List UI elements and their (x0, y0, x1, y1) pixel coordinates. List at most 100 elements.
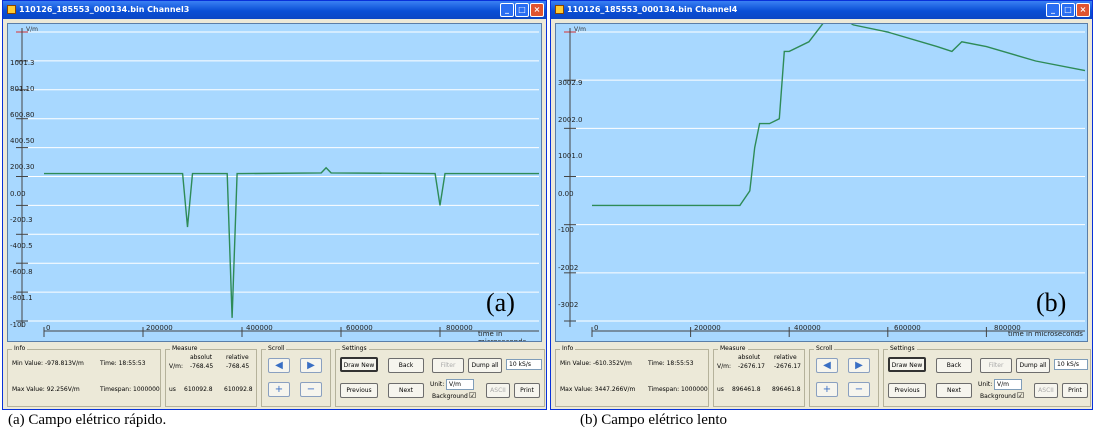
y-tick-label: -2002 (558, 264, 579, 272)
info-group: Info Min Value: -978.813V/m Time: 18:55:… (7, 345, 161, 407)
y-tick-label: 400.50 (10, 137, 35, 145)
y-tick-label: 0.00 (558, 190, 574, 198)
info-title: Info (12, 345, 28, 352)
scroll-right-arrow-icon[interactable]: ▶ (300, 358, 322, 373)
checkbox-checked-icon[interactable]: ☑ (1017, 391, 1025, 400)
dump-all-button[interactable]: Dump all (1016, 358, 1050, 373)
back-button[interactable]: Back (388, 358, 424, 373)
rate-select[interactable]: 10 kS/s (1054, 359, 1088, 370)
panel-label: (b) (1036, 288, 1067, 317)
previous-button[interactable]: Previous (340, 383, 378, 398)
settings-title: Settings (888, 345, 917, 352)
us-relative: 610092.8 (224, 386, 253, 393)
us-label: us (169, 386, 176, 393)
y-tick-label: -600.8 (10, 268, 33, 276)
unit-input[interactable]: V/m (446, 379, 474, 390)
maximize-button[interactable]: □ (1061, 3, 1075, 17)
vm-relative: -768.45 (226, 363, 250, 370)
zoom-out-minus-icon[interactable]: − (848, 382, 870, 397)
scroll-left-arrow-icon[interactable]: ◀ (268, 358, 290, 373)
x-axis-caption: time in microseconds (1008, 330, 1083, 338)
minimize-button[interactable]: _ (500, 3, 514, 17)
vm-absolute: -768.45 (190, 363, 214, 370)
background-checkbox-label: Background (432, 393, 468, 400)
titlebar: 110126_185553_000134.bin Channel4 _ □ × (551, 1, 1092, 19)
signal-trace (44, 166, 539, 318)
time-value: Time: 18:55:53 (100, 360, 146, 367)
x-tick-label: 400000 (246, 324, 273, 332)
info-group: Info Min Value: -610.352V/m Time: 18:55:… (555, 345, 709, 407)
y-tick-label: -3002 (558, 301, 579, 309)
control-panel: Info Min Value: -978.813V/m Time: 18:55:… (3, 345, 546, 409)
back-button[interactable]: Back (936, 358, 972, 373)
ascii-button[interactable]: ASCII (1034, 383, 1058, 398)
y-tick-label: 200.30 (10, 163, 35, 171)
dump-all-button[interactable]: Dump all (468, 358, 502, 373)
measure-group: Measure absolut relative V/m: -2676.17 -… (713, 345, 805, 407)
zoom-out-minus-icon[interactable]: − (300, 382, 322, 397)
minimize-button[interactable]: _ (1046, 3, 1060, 17)
next-button[interactable]: Next (936, 383, 972, 398)
close-button[interactable]: × (1076, 3, 1090, 17)
draw-new-button[interactable]: Draw New (340, 357, 378, 372)
control-panel: Info Min Value: -610.352V/m Time: 18:55:… (551, 345, 1092, 409)
print-button[interactable]: Print (1062, 383, 1088, 398)
us-absolute: 896461.8 (732, 386, 761, 393)
rate-select[interactable]: 10 kS/s (506, 359, 542, 370)
unit-label: Unit: (430, 381, 445, 388)
x-tick-label: 0 (46, 324, 51, 332)
x-tick-label: 800000 (446, 324, 473, 332)
window-channel3: 110126_185553_000134.bin Channel3 _ □ × … (2, 0, 547, 410)
absolut-header: absolut (738, 354, 761, 361)
previous-button[interactable]: Previous (888, 383, 926, 398)
time-value: Time: 18:55:53 (648, 360, 694, 367)
app-icon (555, 5, 564, 14)
zoom-in-plus-icon[interactable]: + (816, 382, 838, 397)
y-tick-label: 3002.9 (558, 79, 583, 87)
signal-trace (592, 24, 1086, 207)
x-tick-label: 200000 (694, 324, 721, 332)
window-channel4: 110126_185553_000134.bin Channel4 _ □ × … (550, 0, 1093, 410)
scroll-right-arrow-icon[interactable]: ▶ (848, 358, 870, 373)
print-button[interactable]: Print (514, 383, 540, 398)
y-tick-label: 801.10 (10, 85, 35, 93)
measure-group: Measure absolut relative V/m: -768.45 -7… (165, 345, 257, 407)
y-tick-label: 0.00 (10, 190, 26, 198)
ascii-button[interactable]: ASCII (486, 383, 510, 398)
plot-area[interactable]: V/m 3002.9 2002.0 1001.0 0.00 -100 -2002… (555, 23, 1088, 342)
y-tick-label: -400.5 (10, 242, 33, 250)
y-tick-label: -200.3 (10, 216, 33, 224)
plot-svg (16, 28, 539, 337)
window-title: 110126_185553_000134.bin Channel3 (19, 5, 190, 14)
scroll-left-arrow-icon[interactable]: ◀ (816, 358, 838, 373)
maximize-button[interactable]: □ (515, 3, 529, 17)
zoom-in-plus-icon[interactable]: + (268, 382, 290, 397)
max-value: Max Value: 92.256V/m (12, 386, 80, 393)
relative-header: relative (226, 354, 249, 361)
y-tick-label: -100 (10, 321, 26, 329)
scroll-group: Scroll ◀ ▶ + − (809, 345, 879, 407)
close-button[interactable]: × (530, 3, 544, 17)
y-tick-label: 1001.3 (10, 59, 35, 67)
plot-svg (564, 24, 1086, 337)
y-unit-label: V/m (26, 26, 38, 33)
filter-button[interactable]: Filter (432, 358, 464, 373)
timespan-value: Timespan: 1000000 (100, 386, 160, 393)
max-value: Max Value: 3447.266V/m (560, 386, 636, 393)
min-value: Min Value: -610.352V/m (560, 360, 632, 367)
unit-input[interactable]: V/m (994, 379, 1022, 390)
us-relative: 896461.8 (772, 386, 801, 393)
vm-absolute: -2676.17 (738, 363, 765, 370)
draw-new-button[interactable]: Draw New (888, 357, 926, 372)
checkbox-checked-icon[interactable]: ☑ (469, 391, 477, 400)
us-absolute: 610092.8 (184, 386, 213, 393)
next-button[interactable]: Next (388, 383, 424, 398)
filter-button[interactable]: Filter (980, 358, 1012, 373)
panel-label: (a) (486, 288, 515, 317)
plot-area[interactable]: V/m 1001.3 801.10 600.80 400.50 200.30 0… (7, 23, 542, 342)
absolut-header: absolut (190, 354, 213, 361)
x-tick-label: 200000 (146, 324, 173, 332)
vm-label: V/m: (169, 363, 183, 370)
titlebar: 110126_185553_000134.bin Channel3 _ □ × (3, 1, 546, 19)
measure-title: Measure (718, 345, 748, 352)
